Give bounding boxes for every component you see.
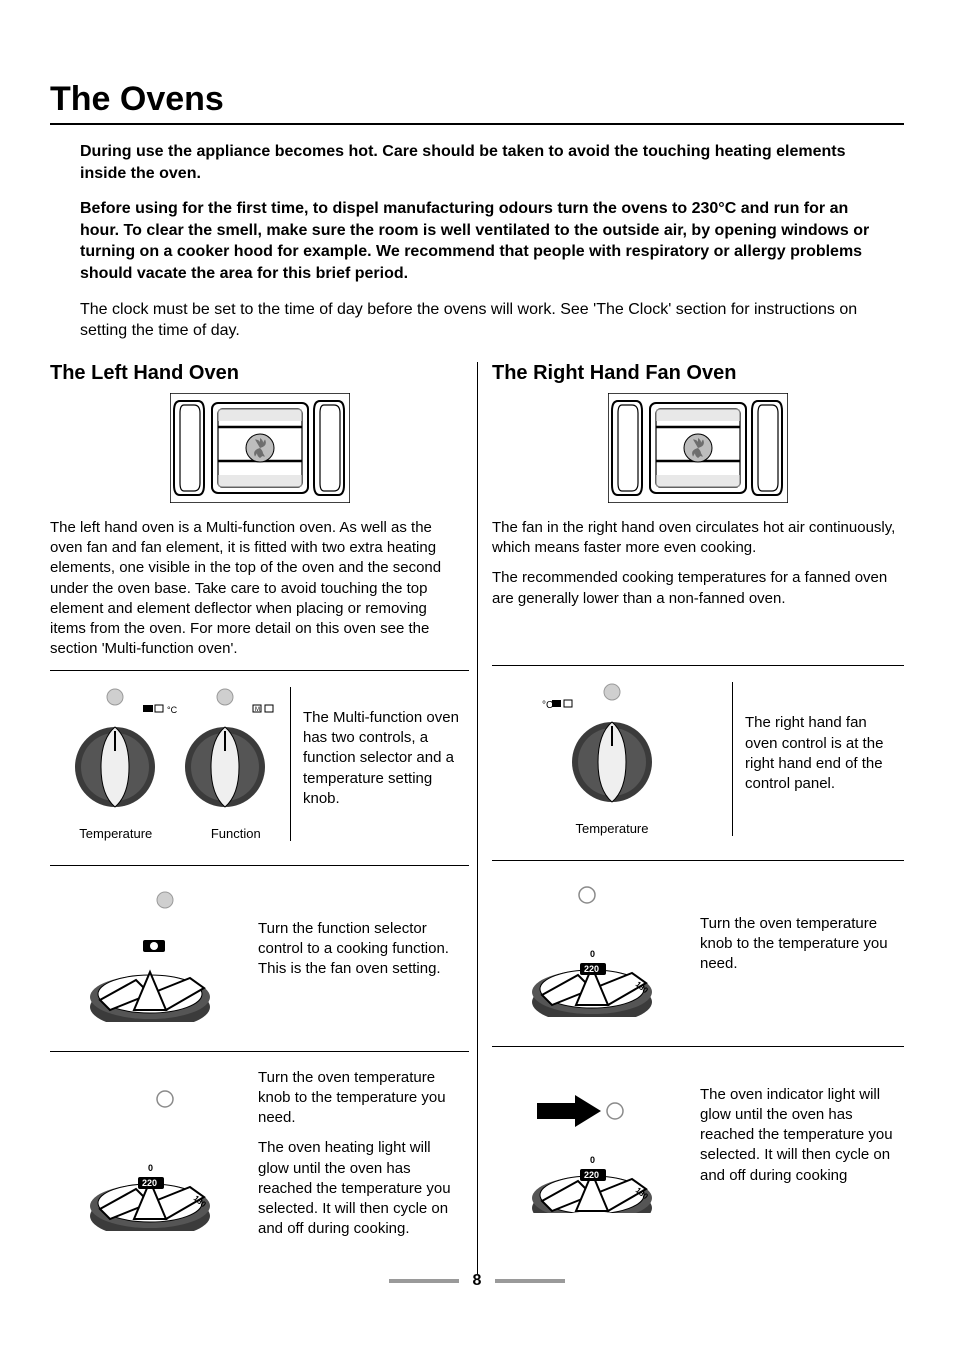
left-oven-illustration (50, 393, 469, 508)
temperature-knob-turned-icon: 0 220 180 (65, 1081, 235, 1231)
right-step2-image: 0 220 180 (492, 877, 692, 1022)
page-title: The Ovens (50, 80, 904, 125)
oven-front-icon (170, 393, 350, 503)
svg-text:°C: °C (542, 700, 553, 711)
right-step-3: 0 220 180 The oven indicator light will … (492, 1047, 904, 1242)
left-step3-image: 0 220 180 (50, 1081, 250, 1236)
right-oven-intro-1: The fan in the right hand oven circulate… (492, 518, 904, 559)
svg-text:220: 220 (584, 1170, 599, 1180)
svg-text:0: 0 (590, 949, 595, 959)
svg-text:0: 0 (590, 1155, 595, 1165)
right-oven-column: The Right Hand Fan Oven The fan in the r… (477, 362, 904, 1274)
right-step-2: 0 220 180 Turn the oven temperature knob… (492, 861, 904, 1047)
intro-warning-1: During use the appliance becomes hot. Ca… (80, 141, 874, 184)
left-step-2: Turn the function selector control to a … (50, 866, 469, 1052)
svg-text:220: 220 (142, 1178, 157, 1188)
right-step1-text: The right hand fan oven control is at th… (745, 713, 896, 794)
right-step3-image: 0 220 180 (492, 1063, 692, 1218)
left-step3-text-b: The oven heating light will glow until t… (258, 1138, 461, 1239)
left-step-1: °C M Temperature Function The Multi-func… (50, 670, 469, 866)
right-step-1: °C Temperature The right hand fan oven c… (492, 665, 904, 861)
left-step3-text-a: Turn the oven temperature knob to the te… (258, 1068, 461, 1129)
intro-clock-note: The clock must be set to the time of day… (80, 299, 874, 342)
left-oven-column: The Left Hand Oven The left hand oven is… (50, 362, 477, 1274)
svg-text:M: M (255, 707, 260, 713)
svg-text:°C: °C (167, 705, 178, 715)
left-step2-image (50, 882, 250, 1027)
single-knob-icon: °C (502, 682, 722, 812)
right-step2-text: Turn the oven temperature knob to the te… (700, 914, 896, 975)
right-oven-heading: The Right Hand Fan Oven (492, 362, 904, 385)
left-step-3: 0 220 180 Turn the oven temperature knob… (50, 1052, 469, 1274)
intro-block: During use the appliance becomes hot. Ca… (50, 141, 904, 342)
temperature-knob-turned-icon: 0 220 180 (507, 877, 677, 1017)
page-number: 8 (0, 1272, 954, 1290)
knob-label-temperature: Temperature (79, 826, 152, 841)
indicator-light-icon: 0 220 180 (507, 1063, 677, 1213)
right-oven-illustration (492, 393, 904, 508)
knob-label-temperature: Temperature (492, 821, 732, 836)
left-step1-image: °C M Temperature Function (50, 687, 290, 841)
svg-text:0: 0 (148, 1163, 153, 1173)
right-step1-image: °C Temperature (492, 682, 732, 836)
left-oven-intro-text: The left hand oven is a Multi-function o… (50, 518, 469, 660)
left-oven-heading: The Left Hand Oven (50, 362, 469, 385)
right-step3-text: The oven indicator light will glow until… (700, 1085, 896, 1186)
svg-text:220: 220 (584, 964, 599, 974)
oven-front-icon (608, 393, 788, 503)
intro-warning-2: Before using for the first time, to disp… (80, 198, 874, 284)
two-knobs-icon: °C M (55, 687, 285, 817)
function-knob-turned-icon (65, 882, 235, 1022)
left-step1-text: The Multi-function oven has two controls… (303, 708, 461, 809)
left-step2-text: Turn the function selector control to a … (258, 919, 461, 980)
knob-label-function: Function (211, 826, 261, 841)
right-oven-intro-2: The recommended cooking temperatures for… (492, 568, 904, 609)
